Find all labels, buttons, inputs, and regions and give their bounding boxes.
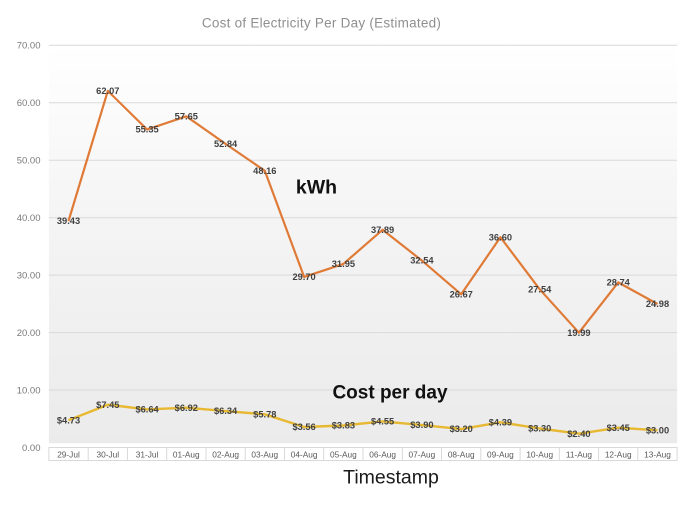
svg-text:13-Aug: 13-Aug: [644, 449, 671, 459]
svg-text:31-Jul: 31-Jul: [136, 449, 159, 459]
svg-text:70.00: 70.00: [17, 41, 41, 52]
svg-text:0.00: 0.00: [22, 443, 41, 454]
svg-text:$4.55: $4.55: [371, 417, 394, 427]
svg-text:08-Aug: 08-Aug: [448, 449, 475, 459]
svg-text:29-Jul: 29-Jul: [57, 449, 80, 459]
svg-text:11-Aug: 11-Aug: [566, 449, 593, 459]
svg-text:30-Jul: 30-Jul: [96, 449, 119, 459]
svg-text:$7.45: $7.45: [96, 400, 119, 410]
svg-text:29.70: 29.70: [292, 272, 315, 282]
svg-text:19.99: 19.99: [567, 328, 590, 338]
svg-text:10.00: 10.00: [17, 385, 41, 396]
svg-text:62.07: 62.07: [96, 86, 119, 96]
svg-text:48.16: 48.16: [253, 166, 276, 176]
svg-text:$3.83: $3.83: [332, 421, 355, 431]
svg-text:$3.30: $3.30: [528, 424, 551, 434]
svg-text:06-Aug: 06-Aug: [369, 449, 396, 459]
svg-text:$3.45: $3.45: [607, 423, 630, 433]
svg-text:09-Aug: 09-Aug: [487, 449, 514, 459]
svg-text:26.67: 26.67: [450, 289, 473, 299]
svg-text:kWh: kWh: [296, 176, 337, 198]
svg-text:Cost of Electricity Per Day (E: Cost of Electricity Per Day (Estimated): [202, 15, 441, 30]
svg-text:39.43: 39.43: [57, 216, 80, 226]
svg-text:$2.40: $2.40: [567, 429, 590, 439]
svg-text:02-Aug: 02-Aug: [212, 449, 239, 459]
svg-text:Cost per day: Cost per day: [332, 382, 448, 403]
svg-text:$3.00: $3.00: [646, 425, 669, 435]
svg-text:28.74: 28.74: [607, 278, 631, 288]
svg-text:$5.78: $5.78: [253, 409, 276, 419]
svg-text:$4.73: $4.73: [57, 415, 80, 425]
svg-text:$6.34: $6.34: [214, 406, 238, 416]
svg-text:$6.92: $6.92: [175, 403, 198, 413]
svg-text:60.00: 60.00: [17, 98, 41, 109]
svg-text:$6.64: $6.64: [135, 405, 159, 415]
svg-text:50.00: 50.00: [17, 156, 41, 167]
svg-text:$3.20: $3.20: [450, 424, 473, 434]
svg-text:27.54: 27.54: [528, 284, 552, 294]
svg-text:03-Aug: 03-Aug: [251, 449, 278, 459]
svg-text:31.95: 31.95: [332, 259, 355, 269]
svg-text:$3.56: $3.56: [292, 422, 315, 432]
svg-text:$3.90: $3.90: [410, 420, 433, 430]
svg-text:57.65: 57.65: [175, 111, 198, 121]
svg-text:32.54: 32.54: [410, 256, 434, 266]
svg-text:05-Aug: 05-Aug: [330, 449, 357, 459]
svg-text:36.60: 36.60: [489, 232, 512, 242]
svg-text:10-Aug: 10-Aug: [526, 449, 553, 459]
svg-text:55.35: 55.35: [135, 125, 158, 135]
svg-text:Timestamp: Timestamp: [343, 467, 439, 489]
svg-text:$4.39: $4.39: [489, 417, 512, 427]
svg-text:37.89: 37.89: [371, 225, 394, 235]
svg-text:20.00: 20.00: [17, 328, 41, 339]
svg-text:04-Aug: 04-Aug: [291, 449, 318, 459]
svg-text:12-Aug: 12-Aug: [605, 449, 632, 459]
svg-text:30.00: 30.00: [17, 271, 41, 282]
svg-text:40.00: 40.00: [17, 213, 41, 224]
svg-text:07-Aug: 07-Aug: [409, 449, 436, 459]
svg-text:01-Aug: 01-Aug: [173, 449, 200, 459]
svg-text:24.98: 24.98: [646, 299, 669, 309]
svg-text:52.84: 52.84: [214, 139, 238, 149]
